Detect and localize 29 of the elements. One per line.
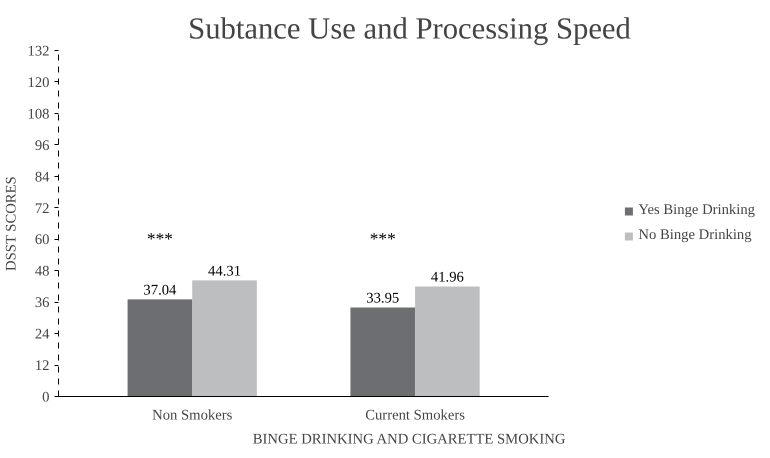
x-axis-title: BINGE DRINKING AND CIGARETTE SMOKING xyxy=(252,432,566,448)
data-label: 41.96 xyxy=(430,270,464,286)
bar xyxy=(350,308,416,396)
y-tick-label: 36 xyxy=(34,295,50,312)
y-tick-label: 108 xyxy=(28,106,50,122)
bar xyxy=(415,286,480,396)
y-tick-label: 84 xyxy=(34,169,50,186)
y-tick-label: 72 xyxy=(34,200,50,217)
y-tick-label: 60 xyxy=(34,232,50,248)
bar xyxy=(128,299,192,396)
annotation: *** xyxy=(146,229,173,248)
y-tick-label: 0 xyxy=(42,390,50,406)
x-tick-label: Non Smokers xyxy=(152,408,233,424)
y-tick-label: 96 xyxy=(34,138,50,154)
y-axis-title: DSST SCORES xyxy=(4,176,20,271)
y-tick-label: 132 xyxy=(28,44,50,60)
y-tick-label: 24 xyxy=(34,326,50,343)
data-label: 37.04 xyxy=(143,282,178,298)
x-tick-label: Current Smokers xyxy=(365,408,466,424)
y-tick-label: 120 xyxy=(28,74,50,91)
y-tick-label: 12 xyxy=(34,358,50,374)
bar xyxy=(192,280,257,396)
legend-label: No Binge Drinking xyxy=(638,227,752,244)
data-label: 44.31 xyxy=(208,263,242,280)
annotation: *** xyxy=(370,229,396,248)
y-tick-label: 48 xyxy=(34,264,50,280)
chart-title: Subtance Use and Processing Speed xyxy=(188,12,631,46)
data-label: 33.95 xyxy=(366,290,400,307)
legend-label: Yes Binge Drinking xyxy=(638,202,755,219)
